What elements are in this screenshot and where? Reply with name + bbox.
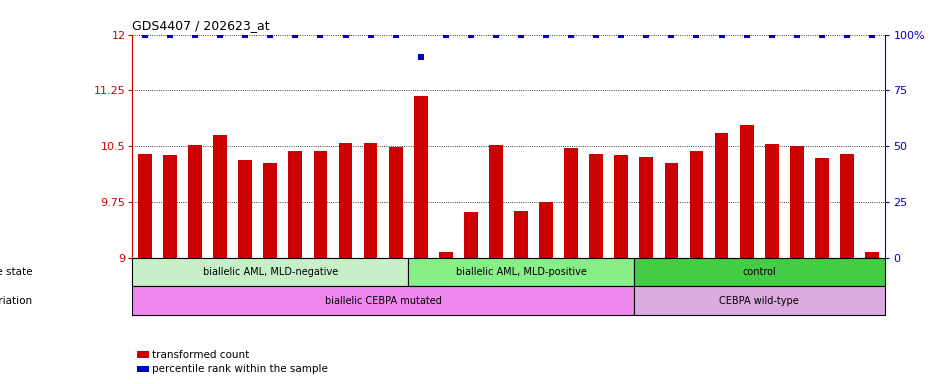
Point: [237, 31, 253, 38]
Text: percentile rank within the sample: percentile rank within the sample: [152, 364, 328, 374]
Bar: [639, 157, 654, 258]
Point: [163, 31, 178, 38]
Bar: [514, 211, 528, 258]
Point: [514, 31, 529, 38]
Point: [564, 31, 579, 38]
Bar: [740, 126, 754, 258]
Point: [664, 31, 679, 38]
Bar: [313, 151, 327, 258]
Bar: [263, 163, 277, 258]
Bar: [815, 158, 829, 258]
Bar: [413, 96, 428, 258]
Bar: [132, 286, 634, 315]
Point: [689, 31, 704, 38]
Point: [614, 31, 629, 38]
Point: [288, 31, 303, 38]
Point: [187, 31, 202, 38]
Bar: [664, 163, 678, 258]
Bar: [790, 146, 804, 258]
Point: [438, 31, 453, 38]
Bar: [589, 154, 604, 258]
Point: [789, 31, 804, 38]
Bar: [840, 154, 854, 258]
Bar: [539, 202, 553, 258]
Point: [588, 31, 604, 38]
Point: [538, 31, 553, 38]
Bar: [132, 258, 409, 286]
Point: [338, 31, 353, 38]
Point: [639, 31, 654, 38]
Text: control: control: [743, 267, 776, 277]
Point: [363, 31, 378, 38]
Bar: [339, 142, 353, 258]
Bar: [714, 133, 728, 258]
Bar: [163, 155, 177, 258]
Bar: [238, 160, 253, 258]
Bar: [409, 258, 634, 286]
Bar: [865, 252, 879, 258]
Text: transformed count: transformed count: [152, 350, 250, 360]
Text: disease state: disease state: [0, 267, 32, 277]
Bar: [439, 252, 453, 258]
Bar: [690, 151, 704, 258]
Text: CEBPA wild-type: CEBPA wild-type: [719, 296, 799, 306]
Bar: [489, 145, 503, 258]
Bar: [363, 143, 377, 258]
Bar: [213, 135, 227, 258]
Text: biallelic AML, MLD-positive: biallelic AML, MLD-positive: [456, 267, 587, 277]
Text: biallelic CEBPA mutated: biallelic CEBPA mutated: [324, 296, 442, 306]
Bar: [389, 147, 403, 258]
Point: [764, 31, 780, 38]
Bar: [634, 258, 885, 286]
Bar: [289, 151, 303, 258]
Point: [739, 31, 754, 38]
Text: GDS4407 / 202623_at: GDS4407 / 202623_at: [132, 19, 270, 32]
Point: [213, 31, 228, 38]
Text: biallelic AML, MLD-negative: biallelic AML, MLD-negative: [202, 267, 338, 277]
Point: [488, 31, 503, 38]
Point: [137, 31, 152, 38]
Point: [865, 31, 880, 38]
Text: genotype/variation: genotype/variation: [0, 296, 32, 306]
Point: [388, 31, 403, 38]
Point: [464, 31, 479, 38]
Bar: [764, 144, 779, 258]
Bar: [564, 148, 578, 258]
Bar: [614, 155, 628, 258]
Point: [839, 31, 854, 38]
Bar: [138, 154, 152, 258]
Point: [263, 31, 278, 38]
Bar: [464, 212, 478, 258]
Point: [714, 31, 729, 38]
Bar: [634, 286, 885, 315]
Bar: [188, 145, 202, 258]
Point: [313, 31, 328, 38]
Point: [815, 31, 830, 38]
Point: [413, 54, 429, 60]
